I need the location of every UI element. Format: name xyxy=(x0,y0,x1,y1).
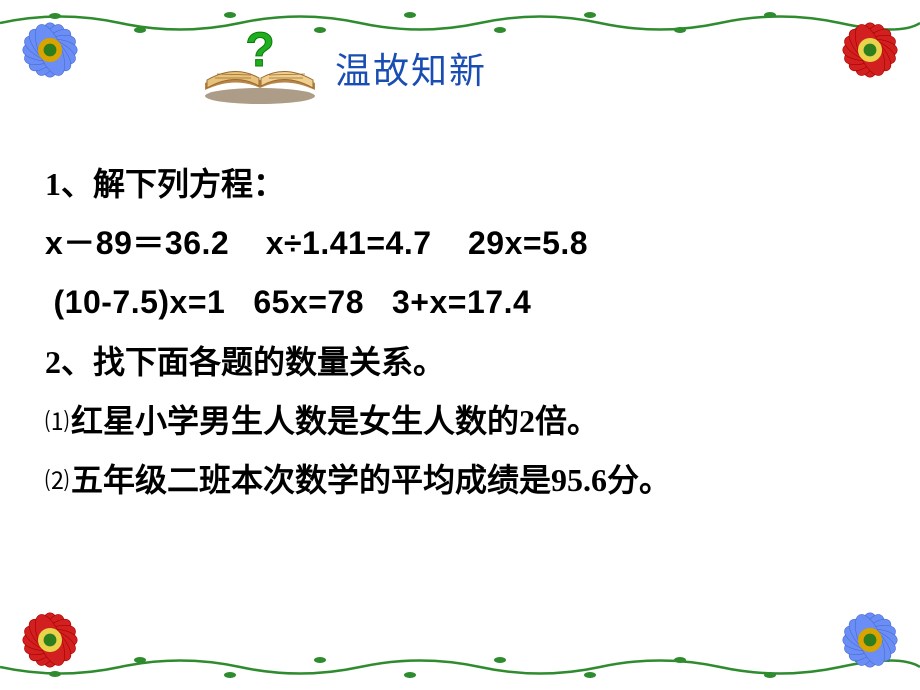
book-question-icon: ? xyxy=(195,28,325,108)
slide-title: 温故知新 xyxy=(335,42,487,94)
equation: x÷1.41=4.7 xyxy=(266,225,432,261)
p2-heading: 2、找下面各题的数量关系。 xyxy=(45,333,875,392)
flower-bottom-left xyxy=(10,600,90,680)
p2-item-2: ⑵五年级二班本次数学的平均成绩是95.6分。 xyxy=(45,451,875,510)
equation: x－89＝36.2 xyxy=(45,225,229,261)
svg-text:?: ? xyxy=(245,28,274,77)
item-text: 五年级二班本次数学的平均成绩是95.6分。 xyxy=(71,462,671,498)
flower-top-right xyxy=(830,10,910,90)
p1-heading: 1、解下列方程： xyxy=(45,155,875,214)
p1-equation-row-2: (10-7.5)x=1 65x=78 3+x=17.4 xyxy=(45,273,875,332)
vine-top xyxy=(0,8,920,38)
item-marker: ⑴ xyxy=(45,401,69,445)
flower-top-left xyxy=(10,10,90,90)
item-marker: ⑵ xyxy=(45,460,69,504)
equation: 65x=78 xyxy=(253,284,364,320)
vine-bottom xyxy=(0,652,920,682)
p2-item-1: ⑴红星小学男生人数是女生人数的2倍。 xyxy=(45,392,875,451)
p1-equation-row-1: x－89＝36.2 x÷1.41=4.7 29x=5.8 xyxy=(45,214,875,273)
slide-content: 1、解下列方程： x－89＝36.2 x÷1.41=4.7 29x=5.8 (1… xyxy=(45,155,875,510)
equation: (10-7.5)x=1 xyxy=(54,284,226,320)
item-text: 红星小学男生人数是女生人数的2倍。 xyxy=(71,403,599,439)
flower-bottom-right xyxy=(830,600,910,680)
equation: 29x=5.8 xyxy=(468,225,588,261)
equation: 3+x=17.4 xyxy=(392,284,531,320)
